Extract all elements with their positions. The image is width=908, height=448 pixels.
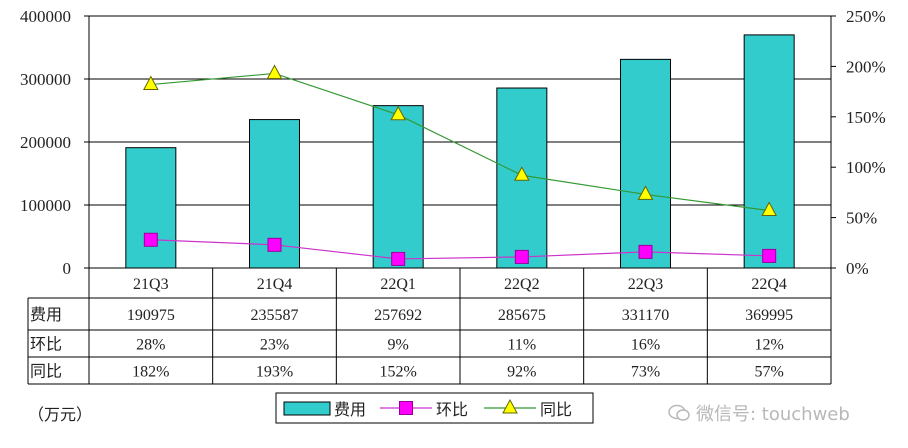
y-right-tick-label: 150% [846,108,886,127]
table-cell: 9% [388,337,409,354]
table-cell: 152% [380,364,417,381]
yoy-point [266,64,283,79]
table-cell: 331170 [622,307,669,324]
yoy-point [513,166,530,181]
legend-swatch-yoy [502,398,518,414]
table-cell: 190975 [127,307,175,324]
table-cell: 285675 [498,307,546,324]
category-label: 22Q3 [628,276,664,293]
mom-point [143,232,158,247]
legend-swatch-bar [283,401,331,416]
category-label: 21Q3 [133,276,169,293]
table-cell: 28% [136,337,165,354]
y-right-tick-label: 100% [846,158,886,177]
table-cell: 23% [260,337,289,354]
mom-point [267,237,282,252]
mom-point [391,251,406,266]
watermark: 微信号: touchweb [668,400,850,426]
table-cell: 16% [631,337,660,354]
table-cell: 57% [755,364,784,381]
mom-line [150,239,770,260]
table-cell: 182% [132,364,169,381]
table-cell: 92% [507,364,536,381]
yoy-point [142,75,159,91]
y-left-tick-label: 0 [63,259,72,278]
bars [125,34,795,269]
category-label: 22Q4 [751,276,787,293]
watermark-text: 微信号: touchweb [696,404,850,425]
table-cell: 235587 [251,307,299,324]
gridlines [89,15,831,206]
legend-label-mom: 环比 [436,400,468,419]
y-right-tick-label: 250% [846,7,886,26]
table-row-label: 同比 [30,362,62,381]
table-cell: 11% [507,337,536,354]
y-right-tick-label: 50% [846,209,877,228]
table-row-label: 环比 [30,335,62,354]
category-label: 22Q1 [380,276,416,293]
legend-swatch-mom [399,401,413,415]
wechat-icon [668,404,690,421]
legend-label-yoy: 同比 [540,400,572,419]
bar [125,147,177,269]
bar [620,58,671,269]
y-right-tick-label: 0% [846,259,869,278]
unit-label: （万元） [28,405,93,424]
table-row-label: 费用 [30,305,62,324]
yoy-point [390,105,407,121]
mom-point [638,244,653,259]
table-cell: 73% [631,364,660,381]
yoy-point [761,201,778,217]
data-table: 21Q3 21Q4 22Q1 22Q2 22Q3 22Q4 费用 190975 235587 25… [27,268,832,385]
axes: 0 100000 200000 300000 400000 0% 50% 100% 150% 20… [20,7,886,278]
bar [372,105,424,269]
y-left-tick-label: 100000 [20,196,71,215]
y-right-tick-label: 200% [846,57,886,76]
mom-point [762,248,777,263]
category-label: 22Q2 [504,276,540,293]
table-cell: 369995 [745,307,793,324]
bar [743,34,795,269]
series-lines [142,64,778,266]
yoy-point [637,185,654,200]
y-left-tick-label: 200000 [20,133,71,152]
table-cell: 12% [755,337,784,354]
legend: 费用 环比 同比 [275,392,594,424]
mom-point [514,249,529,264]
y-left-tick-label: 400000 [20,7,71,26]
legend-label-bar: 费用 [334,400,366,419]
category-label: 21Q4 [257,276,293,293]
y-left-tick-label: 300000 [20,70,71,89]
table-cell: 193% [256,364,293,381]
table-cell: 257692 [374,307,422,324]
yoy-line [150,72,770,212]
